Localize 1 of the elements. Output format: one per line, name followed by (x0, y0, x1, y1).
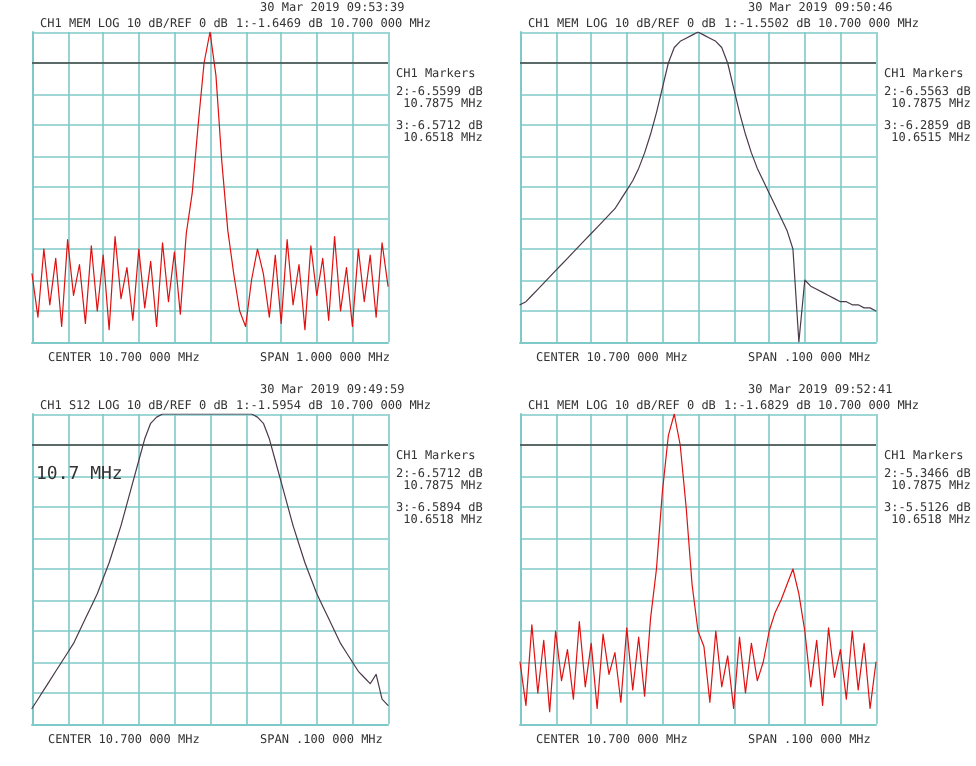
annotation: 10.7 MHz (36, 465, 123, 485)
